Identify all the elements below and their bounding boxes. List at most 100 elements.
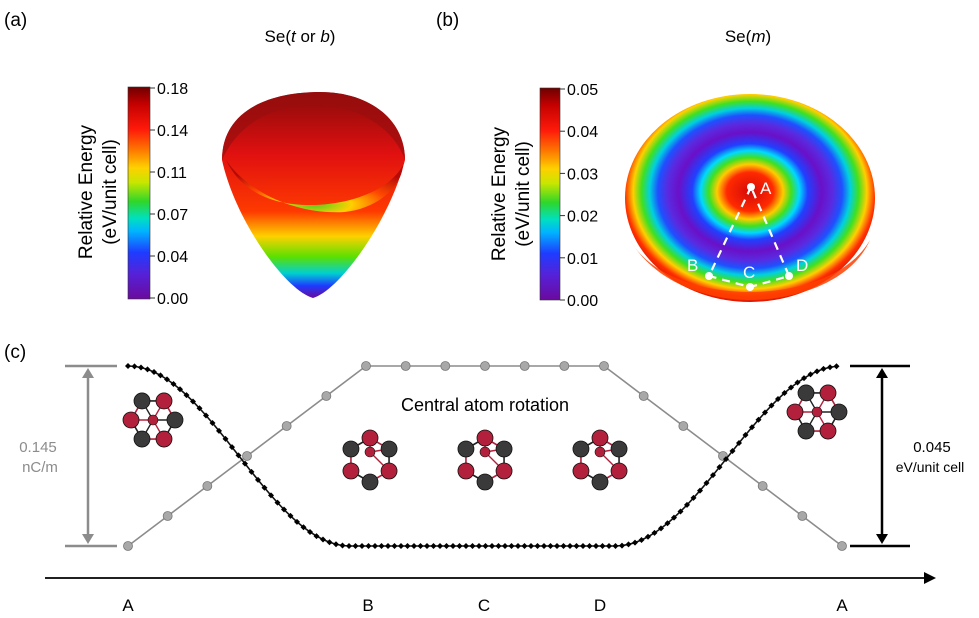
- panel-a-title-b: b: [320, 27, 329, 46]
- energy-value: 0.045: [913, 439, 951, 456]
- se-atom-dark: [166, 411, 184, 429]
- se-atom-red: [380, 462, 398, 480]
- energy-point: [170, 381, 177, 388]
- energy-point: [489, 543, 495, 549]
- energy-point: [814, 368, 820, 375]
- se-atom-red: [476, 429, 494, 447]
- panel-b-colorbar-tick-label: 0.05: [567, 82, 598, 99]
- energy-point: [261, 484, 268, 491]
- energy-point: [586, 543, 593, 549]
- energy-point: [183, 392, 190, 399]
- point-d: [785, 272, 793, 280]
- energy-point: [690, 494, 697, 501]
- energy-point: [833, 363, 840, 370]
- energy-point: [710, 472, 716, 479]
- panel-a-label: (a): [4, 10, 27, 31]
- se-atom-dark: [457, 440, 475, 458]
- polarization-point: [123, 541, 133, 551]
- polarization-point: [400, 361, 411, 371]
- energy-point: [755, 416, 762, 423]
- energy-point: [430, 543, 437, 549]
- central-atom: [479, 446, 491, 458]
- central-atom: [594, 446, 606, 458]
- energy-point: [391, 543, 398, 549]
- polarization-point: [440, 361, 451, 371]
- se-atom-dark: [797, 384, 815, 402]
- energy-point: [157, 372, 164, 379]
- energy-point: [495, 543, 502, 549]
- energy-point: [593, 543, 599, 549]
- energy-point: [820, 365, 827, 372]
- panel-b-colorbar-tick-label: 0.04: [567, 124, 598, 141]
- se-atom-dark: [830, 403, 848, 421]
- energy-point: [398, 543, 404, 549]
- energy-point: [469, 543, 476, 549]
- se-atom-dark: [361, 473, 379, 491]
- energy-point: [547, 543, 554, 549]
- se-atom-dark: [380, 440, 398, 458]
- energy-point: [359, 543, 365, 549]
- energy-point: [443, 543, 450, 549]
- molecule-structure: [457, 429, 513, 491]
- energy-point: [554, 543, 560, 549]
- energy-point: [560, 543, 567, 549]
- energy-point: [307, 528, 313, 535]
- se-atom-red: [819, 384, 837, 402]
- energy-point: [300, 524, 307, 531]
- polarization-point: [638, 391, 649, 401]
- panel-a-colorbar-tick-label: 0.14: [157, 123, 188, 140]
- panel-a-colorbar-label: Relative Energy (eV/unit cell): [76, 124, 121, 259]
- se-atom-red: [155, 392, 173, 410]
- energy-point: [645, 533, 651, 540]
- molecule-structure: [122, 392, 184, 448]
- energy-point: [281, 506, 287, 513]
- panel-a-colorbar-tick-label: 0.07: [157, 207, 188, 224]
- energy-point: [333, 541, 339, 548]
- central-atom: [811, 406, 823, 418]
- central-atom-rotation-label: Central atom rotation: [401, 395, 569, 415]
- energy-point: [203, 412, 209, 419]
- energy-point: [697, 487, 703, 494]
- energy-point: [502, 543, 508, 549]
- energy-point: [125, 363, 131, 369]
- energy-point: [703, 479, 710, 486]
- se-atom-dark: [476, 473, 494, 491]
- energy-point: [749, 424, 755, 431]
- polarization-point: [281, 421, 292, 431]
- central-atom: [147, 414, 159, 426]
- panel-b-energy-surface: A B C D: [625, 94, 875, 302]
- energy-point: [235, 452, 242, 459]
- panel-c-label: (c): [4, 342, 26, 363]
- polarization-point: [678, 421, 689, 431]
- x-label-a: A: [122, 596, 134, 615]
- energy-point: [729, 448, 736, 455]
- se-atom-red: [342, 462, 360, 480]
- x-axis-arrowhead: [924, 572, 936, 584]
- panel-a-colorbar-label-1: Relative Energy: [76, 124, 97, 259]
- energy-point: [736, 439, 742, 446]
- panel-b-colorbar-ticks: 0.05 0.04 0.03 0.02 0.01 0.00: [560, 82, 598, 310]
- panel-b-colorbar-label-2: (eV/unit cell): [513, 141, 534, 247]
- energy-point: [775, 396, 781, 403]
- energy-point: [788, 384, 794, 391]
- polarization-point: [321, 391, 332, 401]
- energy-point: [313, 533, 320, 540]
- polarization-point: [162, 511, 173, 521]
- se-atom-red: [610, 462, 628, 480]
- energy-point: [274, 499, 281, 506]
- panel-a-colorbar-tick-label: 0.04: [157, 249, 188, 266]
- energy-point: [450, 543, 456, 549]
- energy-point: [346, 542, 352, 549]
- energy-point: [508, 543, 515, 549]
- polarization-point: [599, 361, 609, 371]
- energy-point: [580, 543, 586, 549]
- se-atom-red: [819, 422, 837, 440]
- panel-b-title-m: m: [751, 27, 765, 46]
- energy-point: [723, 456, 729, 463]
- molecule-structure: [342, 429, 398, 491]
- energy-point: [411, 543, 417, 549]
- energy-point: [164, 376, 170, 383]
- energy-point: [144, 366, 151, 373]
- energy-point: [177, 386, 183, 393]
